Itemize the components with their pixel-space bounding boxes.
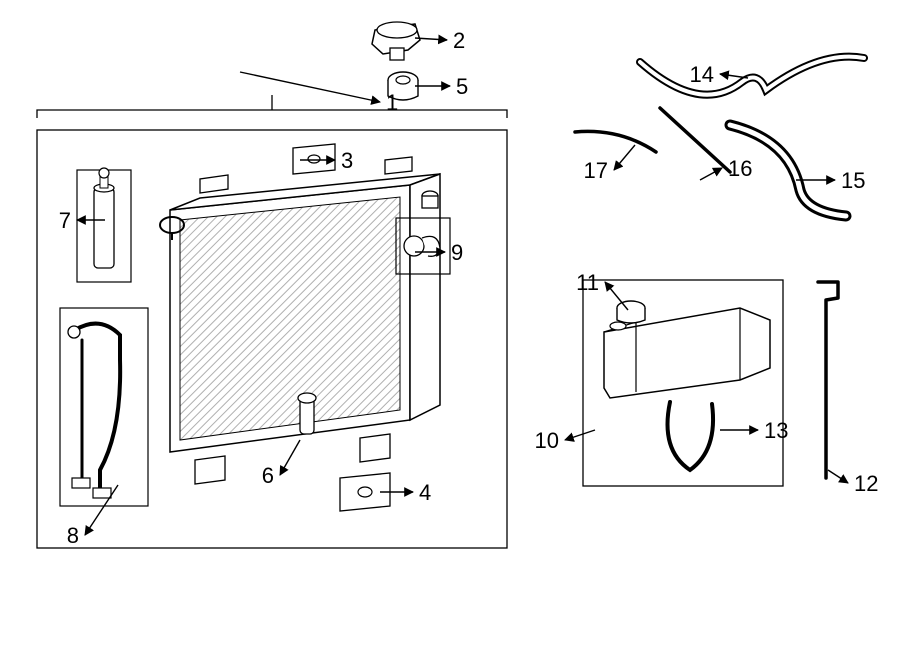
part-hose-14: [640, 57, 864, 95]
part-hose-17: [575, 131, 656, 152]
callout-label-10: 10: [535, 428, 559, 453]
part-pipe-assembly: [60, 308, 148, 506]
callout-arrow-17: [614, 145, 635, 170]
callout-label-17: 17: [584, 158, 608, 183]
callout-label-5: 5: [456, 74, 468, 99]
assembly-group-10: [583, 280, 783, 486]
callout-label-12: 12: [854, 471, 878, 496]
callout-arrow-14: [720, 74, 748, 78]
part-drier: [77, 168, 131, 282]
callout-label-6: 6: [262, 463, 274, 488]
callout-label-1: 1: [386, 90, 398, 115]
callout-label-4: 4: [419, 480, 431, 505]
part-hose-16: [660, 108, 730, 172]
callout-arrow-11: [605, 282, 628, 310]
callout-label-14: 14: [690, 62, 714, 87]
callout-arrow-1: [240, 72, 380, 102]
part-reservoir-cap: [617, 301, 645, 323]
callout-label-2: 2: [453, 28, 465, 53]
part-bracket-upper: [293, 144, 335, 174]
part-cap: [372, 22, 420, 60]
callout-label-9: 9: [451, 240, 463, 265]
callout-label-15: 15: [841, 168, 865, 193]
callout-arrow-16: [700, 168, 722, 180]
part-hose-13: [668, 402, 714, 470]
callout-label-8: 8: [67, 523, 79, 548]
part-hose-12: [818, 282, 838, 478]
part-radiator: [170, 157, 440, 484]
parts-diagram: 1234567891011121314151617: [0, 0, 900, 661]
callout-label-3: 3: [341, 148, 353, 173]
callout-label-13: 13: [764, 418, 788, 443]
callout-label-7: 7: [59, 208, 71, 233]
callout-label-11: 11: [576, 270, 599, 295]
part-drain-plug: [298, 393, 316, 434]
callout-arrow-12: [828, 470, 848, 483]
callout-arrow-10: [565, 430, 595, 440]
callout-arrow-6: [280, 440, 300, 475]
callout-label-16: 16: [728, 156, 752, 181]
